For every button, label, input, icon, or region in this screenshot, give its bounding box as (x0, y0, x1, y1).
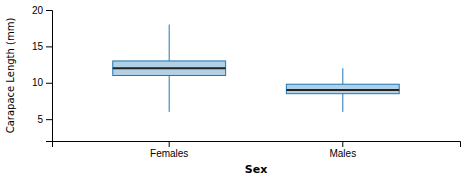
x-tick-mark (169, 141, 170, 147)
x-tick-label: Males (329, 148, 356, 159)
y-tick-label: 10 (32, 77, 44, 88)
upper-whisker (169, 25, 170, 61)
x-tick: Males (329, 141, 356, 159)
chart: 5 10 15 20 Females Males Sex Carapace Length (m… (0, 0, 474, 179)
plot: 5 10 15 20 Females Males (32, 5, 461, 159)
y-tick: 15 (32, 41, 52, 52)
y-tick: 5 (37, 114, 52, 125)
y-tick-mark (46, 10, 52, 11)
box-body (113, 61, 226, 76)
y-tick: 10 (32, 77, 52, 88)
y-tick: 20 (32, 5, 52, 16)
x-axis-line (53, 142, 461, 148)
y-tick-mark (46, 83, 52, 84)
box-body (286, 84, 399, 93)
x-axis-title: Sex (245, 163, 267, 176)
y-axis-title: Carapace Length (mm) (5, 18, 16, 134)
y-axis-line (46, 11, 53, 142)
x-axis: Females Males (53, 141, 461, 159)
y-tick-label: 20 (32, 5, 44, 16)
x-tick: Females (150, 141, 188, 159)
upper-whisker (342, 68, 343, 84)
x-tick-mark (342, 141, 343, 147)
lower-whisker (169, 76, 170, 112)
median (113, 67, 226, 69)
y-tick-mark (46, 46, 52, 47)
box (113, 25, 226, 112)
box (286, 68, 399, 112)
y-tick-mark (46, 119, 52, 120)
lower-whisker (342, 94, 343, 112)
y-axis: 5 10 15 20 (32, 5, 53, 142)
boxes (113, 25, 399, 112)
median (286, 89, 399, 91)
y-tick-label: 5 (37, 114, 43, 125)
x-tick-label: Females (150, 148, 188, 159)
y-tick-label: 15 (32, 41, 44, 52)
